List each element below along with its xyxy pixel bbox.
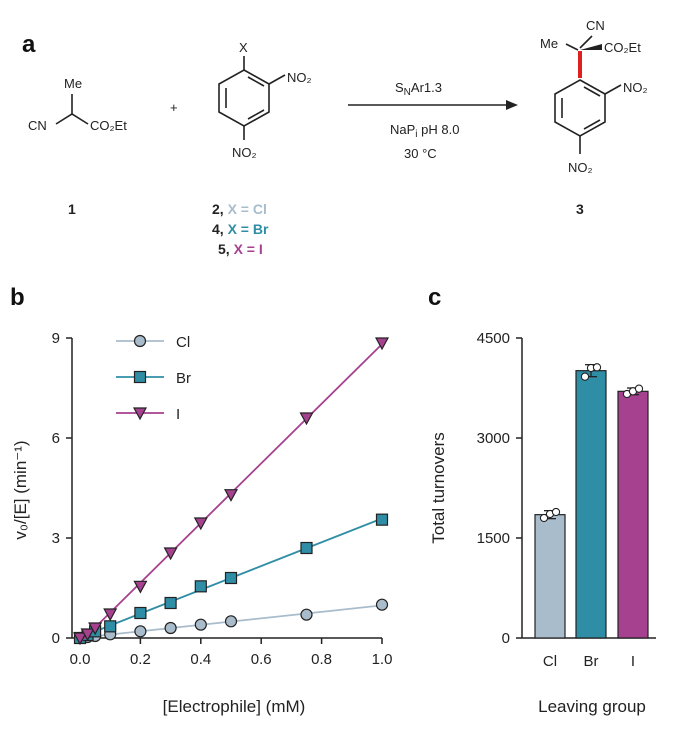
nitrile-label: CN — [28, 118, 47, 133]
legend-label: Br — [176, 370, 191, 387]
series-i — [72, 337, 390, 646]
nitro-label-para: NO₂ — [232, 145, 257, 160]
data-point — [134, 625, 147, 638]
legend-label: I — [176, 406, 180, 423]
category-label: I — [631, 653, 635, 670]
y-tick-label: 3000 — [477, 430, 510, 447]
kinetics-line-chart: v₀/[E] (min⁻¹) [Electrophile] (mM) 0 3 6 9 0… — [11, 330, 392, 716]
y-axis-label: Total turnovers — [429, 432, 448, 544]
x-tick-label: 0.2 — [130, 651, 151, 668]
y-tick-label: 4500 — [477, 330, 510, 347]
bar-group-cl: Cl — [534, 507, 566, 670]
reaction-scheme: a Me CN CO₂Et 1 + X NO₂ NO₂ 2, X = Cl 4,… — [22, 18, 648, 257]
replicate-point — [634, 384, 644, 393]
legend-marker — [132, 407, 148, 421]
bar-group-i: I — [617, 384, 649, 670]
replicate-point — [580, 372, 590, 381]
aryl-halide-structure: X NO₂ NO₂ — [218, 40, 312, 160]
compound-1-number: 1 — [68, 201, 76, 217]
x-tick-label: 0.8 — [311, 651, 332, 668]
y-tick-label: 6 — [52, 430, 60, 447]
data-point — [164, 621, 177, 635]
compound-4-label: 4, X = Br — [212, 221, 269, 237]
category-label: Cl — [543, 653, 557, 670]
panel-c-label: c — [428, 284, 441, 311]
x-tick-label: 0.0 — [70, 651, 91, 668]
panel-a-label: a — [22, 31, 36, 58]
nitro-label-ortho: NO₂ — [287, 70, 312, 85]
plus-sign: + — [170, 100, 178, 115]
data-point — [103, 608, 118, 622]
data-point — [224, 571, 238, 585]
bar — [534, 514, 566, 639]
data-point — [223, 489, 239, 502]
data-point — [300, 541, 313, 555]
y-tick-label: 0 — [502, 630, 510, 647]
data-point — [299, 412, 314, 426]
temperature-label: 30 °C — [404, 146, 437, 161]
data-point — [300, 608, 313, 621]
enzyme-label: SNAr1.3 — [395, 80, 442, 98]
x-axis-label: Leaving group — [538, 697, 646, 716]
product-ester-label: CO₂Et — [604, 40, 641, 55]
data-point — [194, 618, 207, 631]
replicate-point — [539, 513, 549, 523]
buffer-label: NaPi pH 8.0 — [390, 122, 459, 140]
legend-marker — [133, 334, 147, 348]
panel-b-label: b — [10, 284, 25, 311]
category-label: Br — [584, 653, 599, 670]
data-point — [163, 547, 178, 561]
x-axis-label: [Electrophile] (mM) — [163, 697, 306, 716]
data-point — [374, 337, 390, 351]
legend-label: Cl — [176, 334, 190, 351]
data-point — [194, 580, 207, 593]
y-tick-label: 0 — [52, 630, 60, 647]
reaction-arrow — [348, 100, 518, 110]
halogen-x-label: X — [239, 40, 248, 55]
x-tick-label: 0.4 — [190, 651, 211, 668]
replicate-point — [551, 507, 561, 517]
bar-group-br: Br — [575, 363, 607, 670]
x-tick-label: 1.0 — [372, 651, 393, 668]
y-tick-label: 3 — [52, 530, 60, 547]
data-point — [80, 628, 95, 642]
legend-marker — [133, 370, 147, 384]
data-point — [104, 620, 117, 633]
x-tick-label: 0.6 — [251, 651, 272, 668]
product-nitrile-label: CN — [586, 18, 605, 33]
compound-1-structure: Me CN CO₂Et — [28, 76, 127, 133]
methyl-label: Me — [64, 76, 82, 91]
data-point — [375, 513, 389, 526]
product-nitro-ortho: NO₂ — [623, 80, 648, 95]
product-methyl-label: Me — [540, 36, 558, 51]
product-3-structure: CN Me CO₂Et NO₂ NO₂ — [540, 18, 648, 175]
compound-5-label: 5, X = I — [218, 241, 263, 257]
turnover-bar-chart: Total turnovers Leaving group 0 1500 3000 4… — [429, 330, 656, 716]
legend: Cl Br I — [116, 334, 191, 423]
ester-label: CO₂Et — [90, 118, 127, 133]
compound-2-label: 2, X = Cl — [212, 201, 267, 217]
y-tick-label: 1500 — [477, 530, 510, 547]
data-point — [375, 598, 389, 611]
y-tick-label: 9 — [52, 330, 60, 347]
replicate-point — [592, 363, 602, 372]
y-axis-label: v₀/[E] (min⁻¹) — [11, 440, 30, 539]
data-point — [133, 580, 148, 594]
data-point — [193, 517, 208, 531]
data-point — [72, 632, 88, 646]
compound-3-number: 3 — [576, 201, 584, 217]
data-point — [224, 615, 238, 628]
bar — [575, 370, 607, 639]
data-point — [164, 596, 177, 610]
product-nitro-para: NO₂ — [568, 160, 593, 175]
bar — [617, 390, 649, 639]
data-point — [134, 606, 147, 620]
data-point — [88, 622, 103, 636]
